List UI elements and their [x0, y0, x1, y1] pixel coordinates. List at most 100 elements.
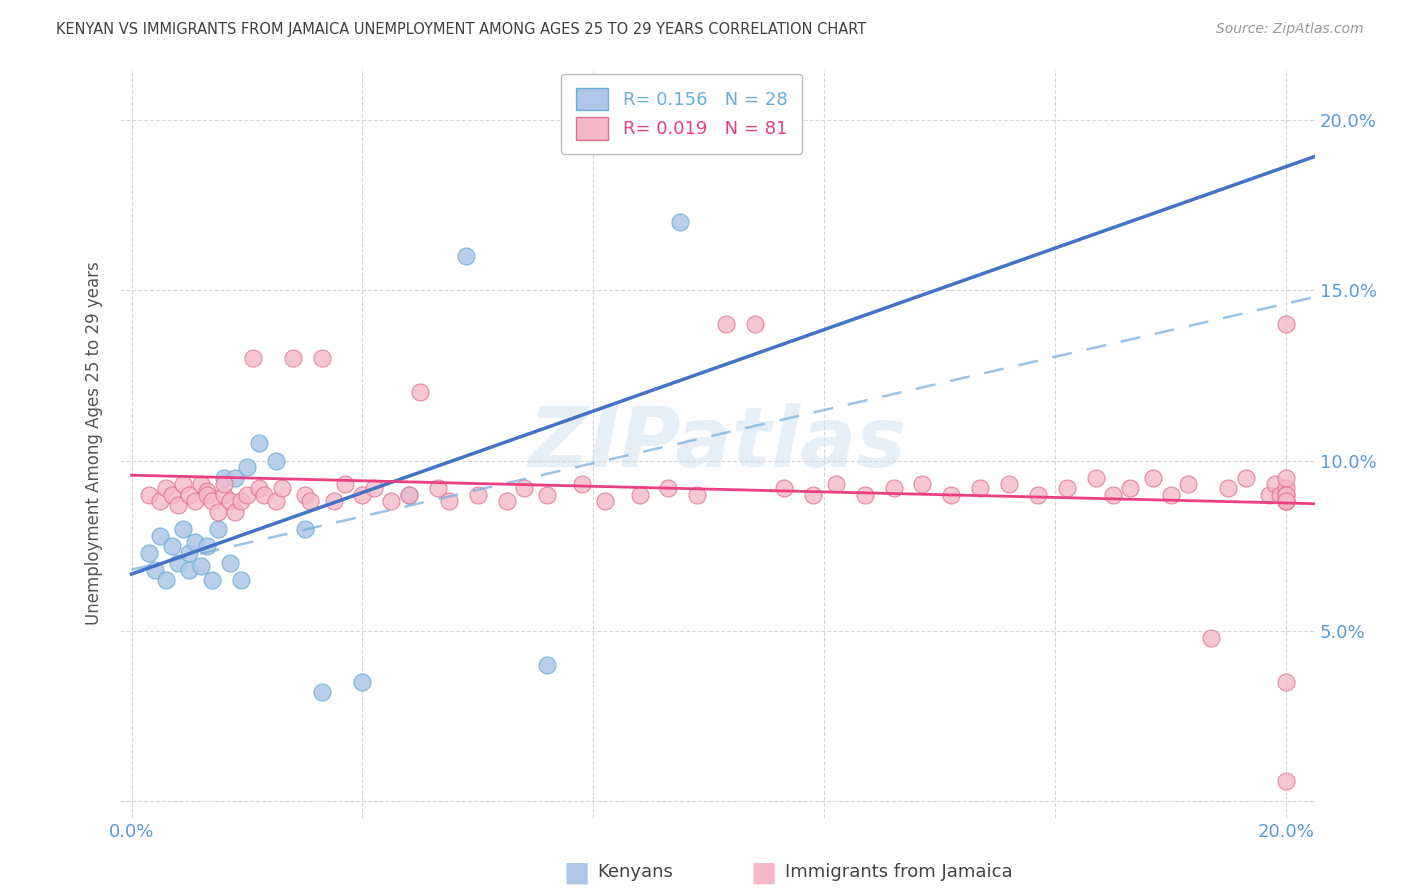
Point [426, 481, 449, 495]
Text: Immigrants from Jamaica: Immigrants from Jamaica [785, 863, 1012, 881]
Legend: R= 0.156   N = 28, R= 0.019   N = 81: R= 0.156 N = 28, R= 0.019 N = 81 [561, 74, 801, 154]
Point [1275, 317, 1298, 331]
Point [593, 494, 616, 508]
Point [294, 522, 316, 536]
Point [437, 494, 460, 508]
Point [138, 545, 160, 559]
Point [380, 494, 402, 508]
Point [184, 535, 207, 549]
Point [179, 563, 201, 577]
Point [1119, 481, 1142, 495]
Point [1264, 477, 1286, 491]
Point [1142, 470, 1164, 484]
Point [166, 556, 188, 570]
Point [218, 556, 240, 570]
Point [1275, 774, 1298, 789]
Point [231, 494, 253, 508]
Point [236, 460, 259, 475]
Point [714, 317, 737, 331]
Point [1026, 488, 1049, 502]
Point [218, 494, 240, 508]
Point [195, 484, 218, 499]
Point [149, 494, 172, 508]
Point [1084, 470, 1107, 484]
Point [166, 498, 188, 512]
Point [773, 481, 796, 495]
Point [195, 488, 218, 502]
Point [669, 215, 692, 229]
Point [179, 545, 201, 559]
Point [231, 573, 253, 587]
Point [467, 488, 489, 502]
Y-axis label: Unemployment Among Ages 25 to 29 years: Unemployment Among Ages 25 to 29 years [86, 261, 103, 625]
Point [264, 453, 287, 467]
Point [172, 522, 194, 536]
Point [536, 658, 558, 673]
Point [1275, 494, 1298, 508]
Point [299, 494, 322, 508]
Point [825, 477, 848, 491]
Text: Source: ZipAtlas.com: Source: ZipAtlas.com [1216, 22, 1364, 37]
Point [242, 351, 264, 366]
Point [998, 477, 1021, 491]
Point [190, 559, 212, 574]
Point [236, 488, 259, 502]
Point [311, 685, 333, 699]
Point [744, 317, 766, 331]
Point [969, 481, 991, 495]
Text: ZIPatlas: ZIPatlas [529, 403, 907, 484]
Point [333, 477, 356, 491]
Point [190, 477, 212, 491]
Point [686, 488, 709, 502]
Point [1199, 631, 1222, 645]
Point [1275, 488, 1298, 502]
Point [571, 477, 593, 491]
Point [1056, 481, 1078, 495]
Point [513, 481, 536, 495]
Point [322, 494, 344, 508]
Point [160, 488, 183, 502]
Point [143, 563, 166, 577]
Text: ■: ■ [751, 858, 776, 887]
Text: Kenyans: Kenyans [598, 863, 673, 881]
Point [212, 477, 235, 491]
Point [801, 488, 824, 502]
Point [883, 481, 905, 495]
Point [352, 675, 374, 690]
Point [1275, 481, 1298, 495]
Point [398, 488, 420, 502]
Point [495, 494, 517, 508]
Point [283, 351, 305, 366]
Point [456, 249, 478, 263]
Point [536, 488, 558, 502]
Point [1275, 494, 1298, 508]
Point [1275, 494, 1298, 508]
Point [657, 481, 679, 495]
Point [1218, 481, 1240, 495]
Point [911, 477, 934, 491]
Point [184, 494, 207, 508]
Point [264, 494, 287, 508]
Point [212, 470, 235, 484]
Point [409, 385, 432, 400]
Point [1177, 477, 1199, 491]
Point [160, 539, 183, 553]
Point [270, 481, 292, 495]
Point [941, 488, 963, 502]
Point [207, 505, 229, 519]
Point [247, 436, 270, 450]
Point [224, 505, 246, 519]
Point [207, 522, 229, 536]
Point [1270, 488, 1292, 502]
Point [195, 539, 218, 553]
Text: KENYAN VS IMMIGRANTS FROM JAMAICA UNEMPLOYMENT AMONG AGES 25 TO 29 YEARS CORRELA: KENYAN VS IMMIGRANTS FROM JAMAICA UNEMPL… [56, 22, 866, 37]
Point [247, 481, 270, 495]
Point [1257, 488, 1279, 502]
Point [155, 481, 177, 495]
Point [1275, 488, 1298, 502]
Point [853, 488, 876, 502]
Point [1102, 488, 1125, 502]
Point [212, 488, 235, 502]
Point [172, 477, 194, 491]
Point [1234, 470, 1257, 484]
